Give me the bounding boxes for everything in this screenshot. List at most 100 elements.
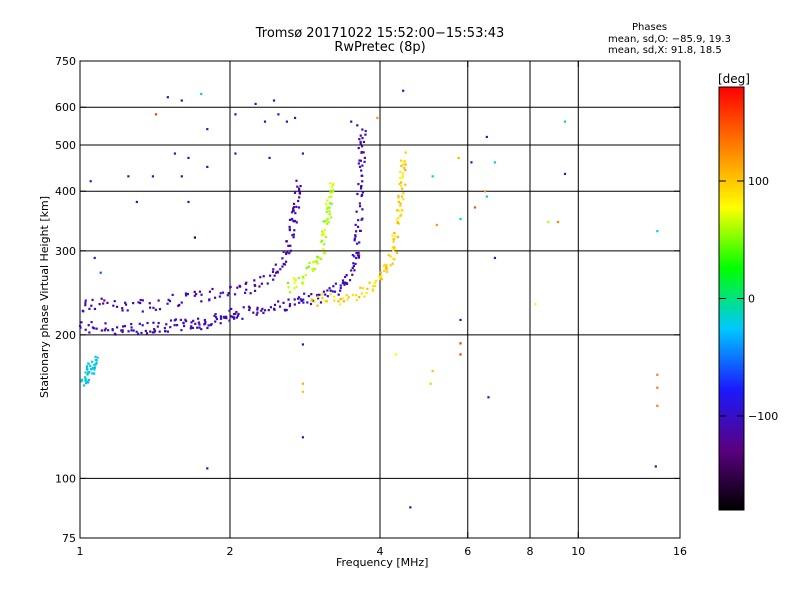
trace-point [93, 363, 96, 366]
trace-point [326, 295, 329, 298]
trace-point [345, 281, 348, 285]
trace-point [357, 256, 361, 259]
trace-point [401, 176, 404, 179]
scatter-point [301, 343, 305, 346]
trace-point [153, 329, 157, 332]
trace-point [263, 309, 267, 312]
trace-point [234, 312, 237, 315]
trace-point [323, 228, 327, 232]
trace-point [231, 316, 234, 319]
trace-point [219, 322, 222, 325]
trace-point [397, 209, 401, 212]
trace-point [291, 234, 294, 237]
trace-point [379, 271, 382, 274]
trace-point [297, 188, 301, 192]
trace-point [190, 325, 193, 328]
trace-point [226, 294, 229, 297]
trace-point [353, 255, 356, 258]
trace-point [364, 133, 367, 136]
trace-point [295, 221, 298, 224]
trace-point [104, 322, 107, 325]
trace-point [316, 262, 319, 265]
trace-point [121, 307, 124, 310]
trace-point [115, 305, 119, 308]
trace-point [287, 286, 290, 289]
trace-point [330, 216, 333, 219]
trace-point [294, 278, 297, 282]
y-tick-label: 100 [55, 472, 76, 485]
trace-point [393, 258, 396, 261]
scatter-point [187, 200, 190, 204]
trace-point [358, 202, 361, 205]
trace-point [363, 295, 366, 298]
scatter-point [376, 116, 379, 120]
trace-point [403, 160, 407, 163]
trace-point [156, 325, 159, 328]
trace-point [86, 373, 89, 376]
trace-point [191, 326, 194, 329]
trace-point [357, 254, 361, 257]
trace-point [230, 315, 233, 318]
trace-point [311, 269, 315, 272]
trace-point [302, 301, 305, 304]
trace-point [358, 229, 362, 233]
trace-point [402, 192, 405, 195]
trace-point [84, 301, 87, 304]
trace-point [361, 217, 364, 220]
trace-point [400, 181, 403, 184]
trace-point [85, 365, 89, 368]
trace-point [320, 239, 324, 242]
trace-point [152, 306, 155, 309]
trace-point [289, 244, 292, 247]
trace-point [95, 359, 98, 362]
trace-point [157, 321, 160, 325]
trace-point [361, 137, 364, 140]
trace-point [322, 290, 326, 293]
scatter-point [193, 236, 197, 239]
trace-point [326, 222, 329, 225]
scatter-point [301, 382, 305, 385]
y-tick-label: 300 [55, 245, 76, 258]
trace-point [359, 134, 362, 137]
trace-point [293, 298, 296, 301]
trace-point [359, 187, 363, 190]
trace-point [308, 261, 311, 264]
trace-point [248, 308, 251, 312]
trace-point [329, 191, 332, 194]
trace-point [255, 313, 258, 316]
trace-point [296, 185, 299, 188]
trace-point [139, 301, 142, 305]
trace-point [400, 159, 403, 162]
scatter-point [457, 156, 460, 160]
trace-point [392, 240, 395, 243]
y-tick-label: 600 [55, 101, 76, 114]
trace-point [214, 316, 218, 319]
trace-point [112, 304, 115, 307]
trace-point [189, 327, 192, 330]
scatter-point [459, 342, 462, 345]
trace-point [256, 306, 259, 309]
trace-point [331, 290, 334, 293]
trace-point [100, 297, 103, 300]
trace-point [208, 290, 212, 293]
trace-point [301, 281, 304, 284]
scatter-point [301, 436, 305, 439]
trace-point [354, 235, 357, 238]
scatter-point [356, 124, 359, 127]
trace-point [339, 289, 342, 292]
trace-point [153, 328, 156, 331]
x-tick-label: 1 [77, 545, 84, 558]
trace-point [141, 299, 144, 302]
scatter-point [350, 120, 353, 123]
trace-point [296, 297, 300, 300]
trace-point [358, 138, 361, 141]
trace-point [332, 285, 335, 288]
trace-point [282, 262, 285, 266]
trace-point [225, 315, 228, 318]
trace-point [357, 183, 360, 186]
trace-point [293, 287, 296, 290]
trace-point [399, 170, 402, 173]
trace-point [302, 283, 305, 286]
trace-point [137, 301, 140, 304]
trace-point [387, 253, 390, 257]
